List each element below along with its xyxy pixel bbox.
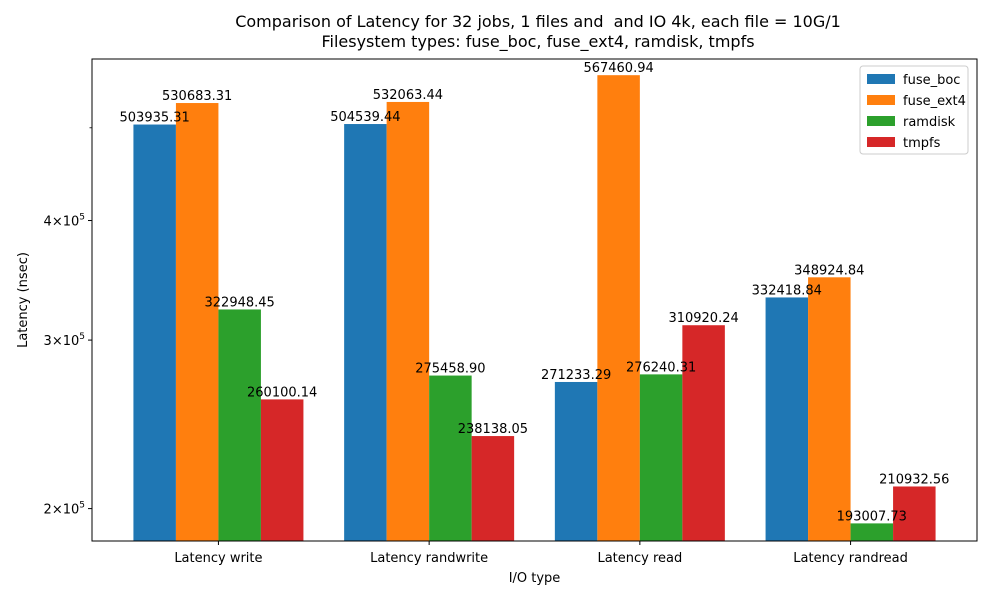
legend-frame <box>859 65 969 155</box>
x-axis-label: I/O type <box>509 571 561 586</box>
bar-ramdisk-2 <box>639 374 683 541</box>
data-label-fuse_boc-3: 332418.84 <box>752 283 822 298</box>
data-label-tmpfs-0: 260100.14 <box>247 385 317 400</box>
data-label-fuse_ext4-1: 532063.44 <box>373 88 443 103</box>
bar-fuse_ext4-0 <box>175 103 219 541</box>
legend-label-fuse_boc: fuse_boc <box>903 73 960 88</box>
legend-swatch-fuse_boc <box>867 74 895 84</box>
bar-tmpfs-3 <box>893 486 936 541</box>
bar-ramdisk-1 <box>429 375 472 541</box>
plot-frame <box>91 58 978 542</box>
data-label-fuse_ext4-0: 530683.31 <box>162 89 232 104</box>
bar-fuse_boc-3 <box>765 297 809 541</box>
data-labels-layer: 503935.31 504539.44 271233.29 332418.84 5306… <box>120 61 950 524</box>
y-tick-label-1: 3×105 <box>44 332 85 349</box>
data-label-ramdisk-3: 193007.73 <box>837 509 907 524</box>
y-tick-label-0: 2×105 <box>44 501 85 518</box>
bar-tmpfs-1 <box>471 436 515 541</box>
data-label-fuse_boc-1: 504539.44 <box>330 110 400 125</box>
legend-label-ramdisk: ramdisk <box>903 115 956 130</box>
bar-fuse_boc-1 <box>344 124 387 541</box>
data-label-ramdisk-2: 276240.31 <box>626 360 696 375</box>
y-axis-label: Latency (nsec) <box>16 252 31 348</box>
y-tick-label-2: 4×105 <box>44 213 85 230</box>
x-tick-label-3: Latency randread <box>793 551 908 566</box>
bar-ramdisk-3 <box>850 523 894 541</box>
x-tick-label-2: Latency read <box>597 551 682 566</box>
bar-fuse_boc-2 <box>554 381 598 541</box>
chart-title-block: Comparison of Latency for 32 jobs, 1 fil… <box>0 12 1000 52</box>
data-label-ramdisk-1: 275458.90 <box>415 362 485 377</box>
bar-fuse_ext4-1 <box>386 101 430 541</box>
data-label-fuse_ext4-2: 567460.94 <box>583 61 653 76</box>
bar-fuse_ext4-3 <box>808 277 851 541</box>
data-label-tmpfs-3: 210932.56 <box>879 472 949 487</box>
bar-fuse_boc-0 <box>133 124 176 541</box>
legend-swatch-ramdisk <box>867 116 895 126</box>
y-axis: 2×105 3×105 4×105 <box>44 127 92 518</box>
legend-swatch-fuse_ext4 <box>867 95 895 105</box>
legend-swatch-tmpfs <box>867 137 895 147</box>
bar-ramdisk-0 <box>218 309 261 541</box>
x-axis: Latency write Latency randwrite Latency re… <box>174 541 908 566</box>
x-tick-label-0: Latency write <box>174 551 262 566</box>
data-label-fuse_ext4-3: 348924.84 <box>794 263 864 278</box>
bar-fuse_ext4-2 <box>597 75 640 541</box>
data-label-tmpfs-1: 238138.05 <box>458 422 528 437</box>
legend-label-fuse_ext4: fuse_ext4 <box>903 94 966 109</box>
data-label-ramdisk-0: 322948.45 <box>205 295 275 310</box>
bar-tmpfs-2 <box>682 325 725 541</box>
data-label-fuse_boc-2: 271233.29 <box>541 368 611 383</box>
bar-tmpfs-0 <box>260 399 304 541</box>
data-label-tmpfs-2: 310920.24 <box>668 311 738 326</box>
chart-title: Comparison of Latency for 32 jobs, 1 fil… <box>235 12 841 31</box>
chart-subtitle: Filesystem types: fuse_boc, fuse_ext4, r… <box>321 32 755 51</box>
x-tick-label-1: Latency randwrite <box>370 551 488 566</box>
legend-label-tmpfs: tmpfs <box>903 136 941 151</box>
bars-layer <box>133 75 936 541</box>
data-label-fuse_boc-0: 503935.31 <box>120 111 190 126</box>
